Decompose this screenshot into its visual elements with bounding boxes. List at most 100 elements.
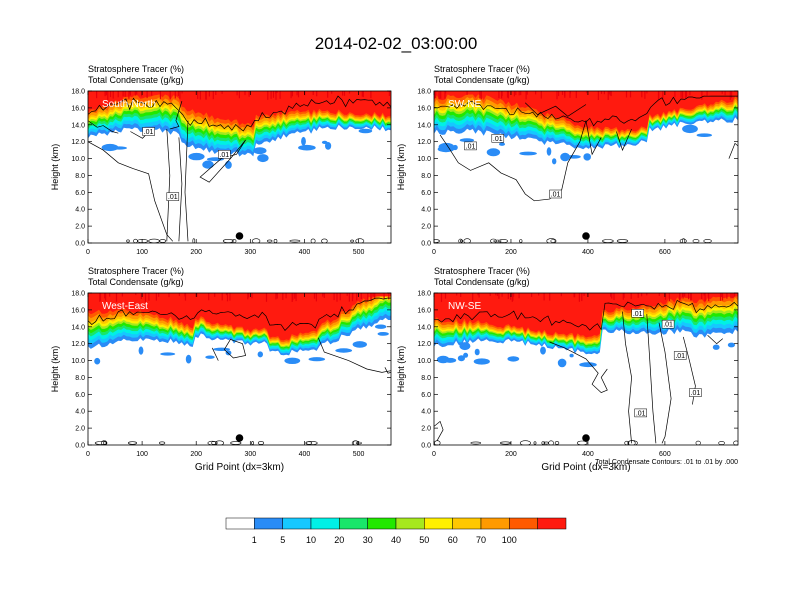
tracer-streak <box>721 91 723 94</box>
panel-label: South-North <box>102 99 156 110</box>
tracer-streak <box>556 91 558 100</box>
tracer-streak <box>478 293 480 298</box>
tracer-streak <box>507 293 509 299</box>
tracer-streak <box>513 293 515 297</box>
tracer-streak <box>208 91 210 97</box>
tracer-streak <box>440 293 443 302</box>
tracer-streak <box>724 91 726 96</box>
surface-contour <box>692 239 700 243</box>
tracer-streak <box>440 91 442 99</box>
tracer-streak <box>290 91 292 99</box>
plot-frame <box>87 90 392 244</box>
tracer-streak <box>560 293 562 297</box>
colorbar-label: 10 <box>306 535 316 545</box>
tracer-streak <box>690 293 692 301</box>
tracer-blob <box>727 342 736 348</box>
tracer-blob <box>160 352 176 356</box>
tracer-streak <box>501 293 503 297</box>
tracer-streak <box>444 91 446 99</box>
panel-sw-ne: .01 .01 .01 Stratosphere Tracer (%)Total Co… <box>396 64 739 256</box>
tracer-streak <box>690 293 692 301</box>
colorbar-box <box>452 517 482 530</box>
tracer-streak <box>444 293 447 299</box>
tracer-blob <box>352 341 367 348</box>
contour-label-box <box>464 141 477 151</box>
y-tick-label: 10.0 <box>71 358 85 365</box>
tracer-streak <box>315 293 317 302</box>
tracer-streak <box>569 91 571 94</box>
tracer-streak <box>543 293 545 301</box>
tracer-streak <box>322 293 324 297</box>
tracer-streak <box>438 91 440 100</box>
tracer-streak <box>501 91 503 99</box>
tracer-streak <box>569 91 571 98</box>
contour-label-box <box>661 319 675 329</box>
tracer-streak <box>179 91 181 99</box>
x-axis-label: Grid Point (dx=3km) <box>541 462 630 473</box>
surface-contour <box>133 238 138 243</box>
tracer-streak <box>706 91 708 97</box>
tracer-band-11 <box>88 293 391 341</box>
tracer-streak <box>498 91 500 99</box>
y-tick-label: 2.0 <box>421 224 431 231</box>
contour-label-box <box>549 189 562 199</box>
x-tick-label: 200 <box>505 451 517 458</box>
panel-label: SW-NE <box>448 99 481 110</box>
contour-label: .01 <box>691 390 701 397</box>
tracer-streak <box>703 293 705 296</box>
contour-note: Total Condensate Contours: .01 to .01 by… <box>595 459 738 466</box>
y-tick-label: 0.0 <box>75 241 85 248</box>
surface-contour <box>353 440 359 445</box>
colorbar-box <box>254 517 283 530</box>
x-tick-label: 0 <box>432 249 436 256</box>
y-tick-label: 16.0 <box>417 307 431 314</box>
panel-title-line1: Stratosphere Tracer (%) <box>88 64 184 74</box>
tracer-streak <box>512 293 514 301</box>
tracer-streak <box>561 91 564 95</box>
tracer-streak <box>361 91 363 97</box>
tracer-blob <box>712 344 720 350</box>
colorbar-label: 20 <box>334 535 344 545</box>
tracer-streak <box>734 293 736 297</box>
tracer-streak <box>668 293 670 301</box>
tracer-streak <box>184 293 187 301</box>
tracer-streak <box>177 91 179 96</box>
y-tick-label: 6.0 <box>421 190 431 197</box>
condensate-contour <box>728 142 738 159</box>
tracer-streak <box>644 91 646 99</box>
tracer-streak <box>212 91 214 100</box>
contour-label-box <box>634 408 647 418</box>
y-tick-label: 0.0 <box>421 241 431 248</box>
x-tick-label: 500 <box>353 451 365 458</box>
tracer-streak <box>121 293 123 297</box>
tracer-streak <box>148 293 150 301</box>
tracer-streak <box>221 293 223 301</box>
colorbar-box <box>339 517 368 530</box>
tracer-streak <box>704 293 706 302</box>
contour-label: .01 <box>633 311 643 318</box>
tracer-blob <box>696 133 712 137</box>
colorbar-label: 1 <box>252 535 257 545</box>
plot-frame <box>433 292 739 446</box>
contour-label-box <box>689 388 702 397</box>
tracer-streak <box>244 91 246 96</box>
contour-label: .01 <box>551 192 561 199</box>
tracer-blob <box>188 152 205 161</box>
surface-contour <box>251 238 261 243</box>
x-tick-label: 600 <box>659 451 671 458</box>
surface-contour <box>519 239 523 243</box>
x-tick-label: 300 <box>244 249 256 256</box>
y-tick-label: 16.0 <box>71 105 85 112</box>
tracer-streak <box>600 91 603 94</box>
tracer-streak <box>581 293 583 302</box>
y-tick-label: 16.0 <box>417 105 431 112</box>
tracer-streak <box>295 293 297 302</box>
x-tick-label: 200 <box>190 451 202 458</box>
tracer-streak <box>479 91 481 99</box>
y-tick-label: 2.0 <box>75 426 85 433</box>
tracer-blob <box>374 324 387 329</box>
tracer-streak <box>726 293 728 299</box>
tracer-streak <box>370 91 372 99</box>
surface-contour <box>627 440 638 445</box>
